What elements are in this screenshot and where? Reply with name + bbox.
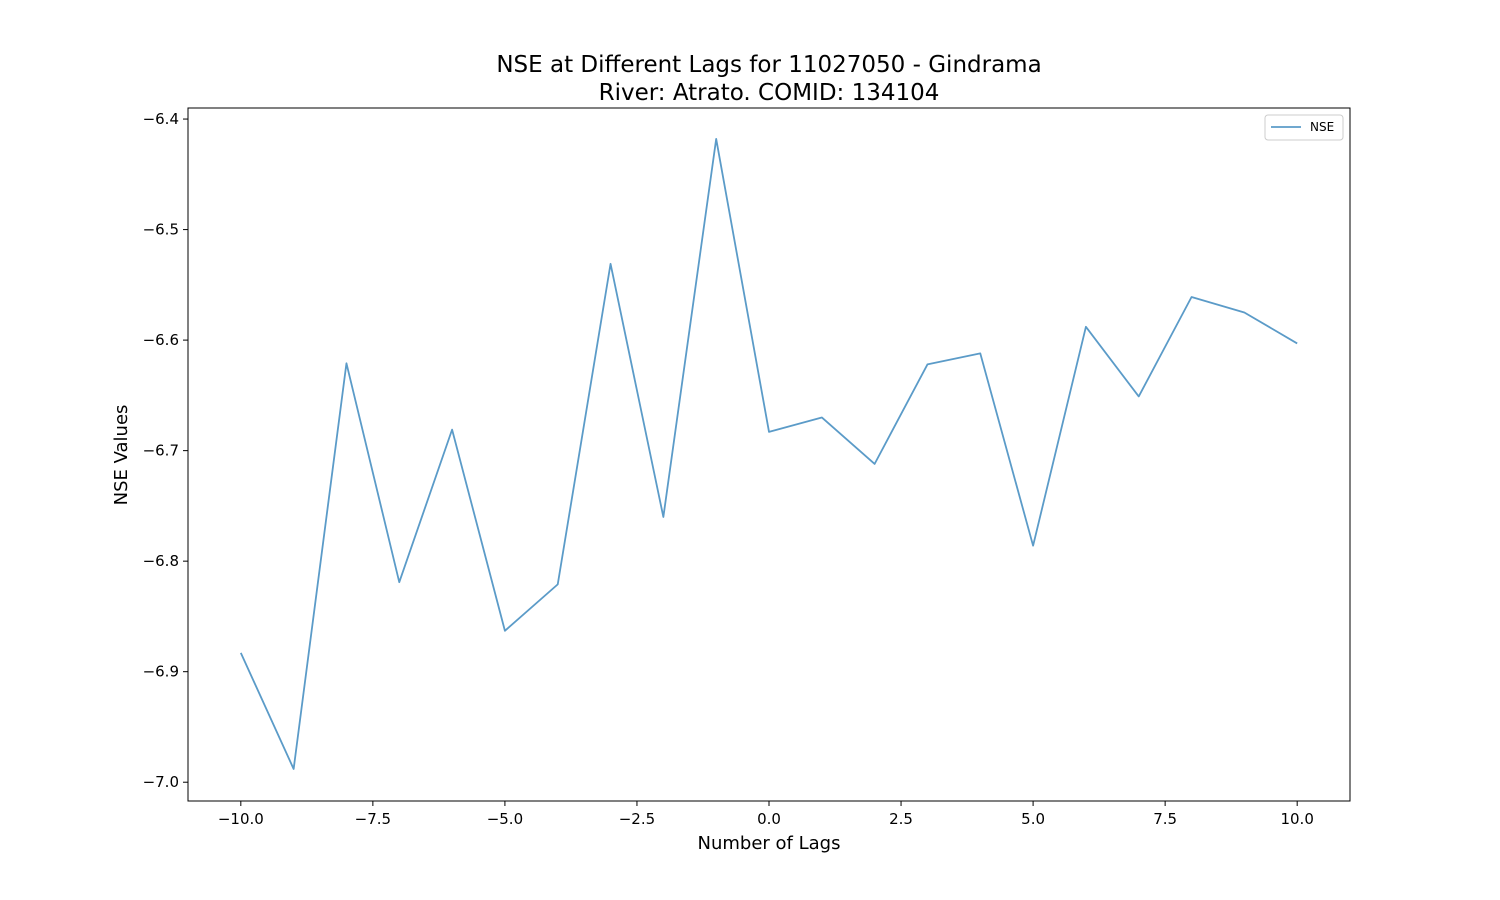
chart-subtitle: River: Atrato. COMID: 134104	[599, 80, 940, 106]
x-tick-label: −2.5	[619, 810, 655, 828]
data-point	[556, 582, 560, 586]
data-point	[1084, 325, 1088, 329]
y-tick-label: −7.0	[143, 773, 179, 791]
x-axis-ticks: −10.0 −7.5 −5.0 −2.5 0.0 2.5 5.0 7.5 10.0	[218, 801, 1314, 828]
y-tick-label: −6.8	[143, 552, 179, 570]
data-point	[1190, 295, 1194, 299]
data-point	[1031, 544, 1035, 548]
data-point	[239, 651, 243, 655]
data-point	[978, 351, 982, 355]
y-tick-label: −6.7	[143, 442, 179, 460]
x-tick-label: −7.5	[355, 810, 391, 828]
x-axis-label: Number of Lags	[698, 833, 841, 854]
x-tick-label: 0.0	[757, 810, 781, 828]
y-tick-label: −6.9	[143, 663, 179, 681]
chart-title: NSE at Different Lags for 11027050 - Gin…	[496, 52, 1041, 78]
y-tick-label: −6.4	[143, 110, 179, 128]
y-axis-label: NSE Values	[111, 405, 132, 506]
x-tick-label: 5.0	[1021, 810, 1045, 828]
data-point	[714, 137, 718, 141]
y-tick-label: −6.5	[143, 221, 179, 239]
legend-label-nse: NSE	[1310, 120, 1334, 134]
x-tick-label: −10.0	[218, 810, 264, 828]
data-point	[661, 515, 665, 519]
data-point	[609, 262, 613, 266]
legend: NSE	[1264, 114, 1344, 141]
data-point	[503, 629, 507, 633]
data-point	[873, 462, 877, 466]
data-point	[397, 580, 401, 584]
data-point	[767, 430, 771, 434]
plot-area	[188, 108, 1350, 801]
legend-box	[1264, 114, 1344, 141]
y-tick-label: −6.6	[143, 331, 179, 349]
data-point	[1295, 341, 1299, 345]
x-tick-label: 7.5	[1153, 810, 1177, 828]
data-point	[1242, 310, 1246, 314]
data-point	[1137, 394, 1141, 398]
x-tick-label: −5.0	[487, 810, 523, 828]
series-line-nse	[240, 138, 1298, 770]
y-axis-ticks: −7.0 −6.9 −6.8 −6.7 −6.6 −6.5 −6.4	[143, 110, 188, 791]
data-point	[820, 415, 824, 419]
x-tick-label: 2.5	[889, 810, 913, 828]
x-tick-label: 10.0	[1280, 810, 1313, 828]
data-point	[344, 361, 348, 365]
data-point	[925, 362, 929, 366]
data-point	[292, 767, 296, 771]
plot-frame	[187, 107, 1351, 802]
series-layer	[239, 137, 1299, 771]
data-point	[450, 428, 454, 432]
